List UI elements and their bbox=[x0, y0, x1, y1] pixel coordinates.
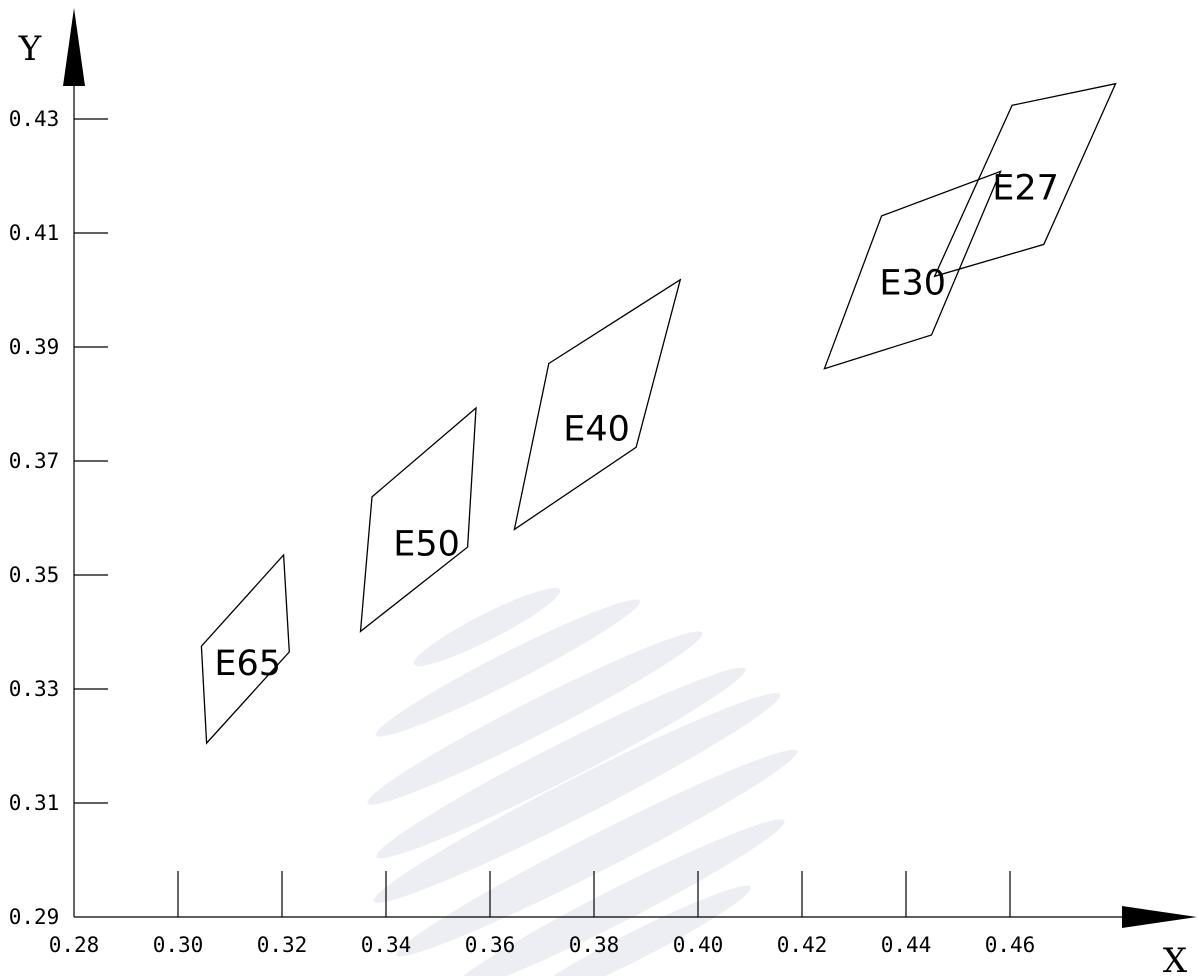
x-tick-label: 0.42 bbox=[777, 933, 828, 957]
y-tick-label: 0.33 bbox=[9, 677, 60, 701]
region-e27-label: E27 bbox=[992, 168, 1059, 208]
regions: E65 E50 E40 E30 E27 bbox=[200, 82, 1117, 745]
region-e40-label: E40 bbox=[563, 410, 630, 450]
region-e30-label: E30 bbox=[879, 264, 946, 304]
region-e27-outline bbox=[933, 82, 1117, 278]
y-tick-label: 0.41 bbox=[9, 221, 60, 245]
y-axis-label: Y bbox=[18, 29, 42, 69]
axes: X Y bbox=[18, 8, 1197, 976]
y-tick-label: 0.37 bbox=[9, 449, 60, 473]
x-ticks: 0.28 0.30 0.32 0.34 0.36 0.38 0.40 0.42 0.44 0.46 bbox=[49, 871, 1036, 957]
region-e50-label: E50 bbox=[393, 525, 460, 565]
region-e40-outline bbox=[513, 278, 682, 531]
region-e65-outline bbox=[200, 553, 290, 745]
x-tick-label: 0.40 bbox=[673, 933, 724, 957]
x-axis-label: X bbox=[1163, 941, 1188, 976]
watermark-graphic bbox=[367, 588, 798, 976]
y-tick-label: 0.31 bbox=[9, 791, 60, 815]
x-tick-label: 0.44 bbox=[881, 933, 932, 957]
region-e50-outline bbox=[359, 406, 477, 633]
x-tick-label: 0.32 bbox=[257, 933, 308, 957]
y-axis-arrow-icon bbox=[63, 8, 85, 86]
y-ticks: 0.29 0.31 0.33 0.35 0.37 0.39 0.41 0.43 bbox=[9, 107, 108, 929]
x-tick-label: 0.38 bbox=[569, 933, 620, 957]
x-tick-label: 0.30 bbox=[153, 933, 204, 957]
region-e30-outline bbox=[823, 170, 1002, 370]
x-tick-label: 0.36 bbox=[465, 933, 516, 957]
y-tick-label: 0.43 bbox=[9, 107, 60, 131]
x-axis-arrow-icon bbox=[1122, 906, 1197, 928]
x-tick-label: 0.34 bbox=[361, 933, 412, 957]
region-e65-label: E65 bbox=[214, 644, 281, 684]
y-tick-label: 0.35 bbox=[9, 563, 60, 587]
y-tick-label: 0.29 bbox=[9, 905, 60, 929]
y-tick-label: 0.39 bbox=[9, 335, 60, 359]
x-tick-label: 0.28 bbox=[49, 933, 100, 957]
x-tick-label: 0.46 bbox=[985, 933, 1036, 957]
